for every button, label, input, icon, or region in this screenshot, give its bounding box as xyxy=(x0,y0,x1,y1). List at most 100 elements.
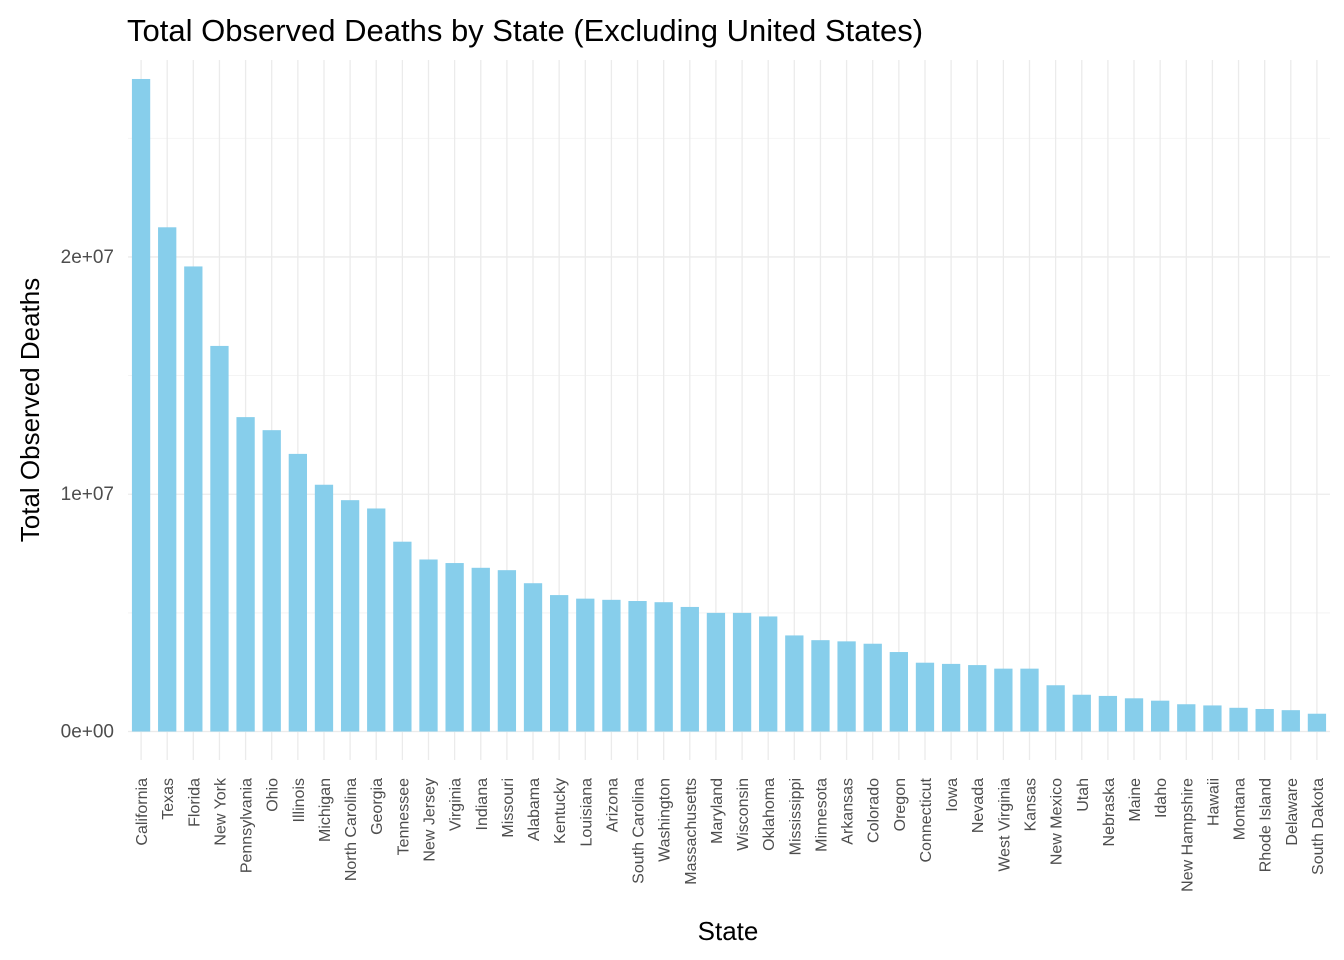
x-tick-label: Michigan xyxy=(317,778,334,842)
bar xyxy=(994,668,1013,732)
bar xyxy=(471,567,490,732)
bar xyxy=(732,612,752,732)
bar xyxy=(576,598,595,732)
x-tick-label: Iowa xyxy=(944,778,961,812)
bar xyxy=(1098,695,1118,732)
x-tick-label: Ohio xyxy=(265,778,282,812)
x-tick-label: Mississippi xyxy=(787,778,804,855)
bar xyxy=(602,599,621,732)
bar xyxy=(497,570,517,732)
x-tick-label: South Carolina xyxy=(631,778,648,884)
x-tick-label: Maine xyxy=(1127,778,1144,822)
bar xyxy=(1177,704,1196,732)
bar xyxy=(340,500,360,732)
bar xyxy=(915,662,935,732)
bar xyxy=(680,606,699,732)
x-tick-label: West Virginia xyxy=(996,778,1013,872)
x-tick-label: Virginia xyxy=(448,778,465,831)
bar xyxy=(445,563,464,732)
bar xyxy=(262,430,281,732)
x-tick-label: Washington xyxy=(657,778,674,862)
grid-lines xyxy=(128,60,1330,760)
bar xyxy=(1255,708,1274,732)
x-tick-label: Oregon xyxy=(892,778,909,831)
bars xyxy=(131,78,1327,732)
y-tick-label: 0e+00 xyxy=(61,722,114,743)
bar xyxy=(811,640,830,732)
x-tick-label: Minnesota xyxy=(813,778,830,852)
x-tick-label: Connecticut xyxy=(918,777,935,862)
bar xyxy=(288,453,307,732)
x-tick-label: Hawaii xyxy=(1205,778,1222,826)
bar xyxy=(863,643,882,732)
bar xyxy=(941,663,961,732)
x-tick-label: Montana xyxy=(1232,778,1249,840)
x-tick-label: Oklahoma xyxy=(761,778,778,851)
x-tick-label: Missouri xyxy=(500,778,517,838)
bar xyxy=(236,417,255,732)
bar xyxy=(1307,713,1327,732)
bar xyxy=(654,602,673,732)
x-tick-label: South Dakota xyxy=(1310,778,1327,875)
x-axis-ticks: California Texas Florida New York Pennsylvan… xyxy=(134,777,1327,892)
x-tick-label: Kentucky xyxy=(552,778,569,844)
x-tick-label: Florida xyxy=(186,778,203,827)
x-tick-label: Idaho xyxy=(1153,778,1170,818)
bar xyxy=(837,641,856,732)
x-tick-label: North Carolina xyxy=(343,778,360,881)
bar xyxy=(1046,685,1065,732)
bar xyxy=(1281,710,1300,732)
bar xyxy=(131,78,151,732)
bar xyxy=(785,635,804,732)
bar xyxy=(628,601,647,732)
bar xyxy=(889,652,908,732)
bar xyxy=(1203,705,1222,732)
bar xyxy=(550,595,569,732)
x-tick-label: Illinois xyxy=(291,778,308,822)
x-tick-label: Utah xyxy=(1075,778,1092,812)
y-axis-title: Total Observed Deaths xyxy=(15,278,45,542)
x-tick-label: Arkansas xyxy=(840,778,857,845)
y-tick-label: 1e+07 xyxy=(61,484,114,505)
x-tick-label: Indiana xyxy=(474,778,491,831)
bar xyxy=(1229,707,1248,732)
bar xyxy=(706,612,726,732)
x-tick-label: Arizona xyxy=(604,778,621,832)
x-tick-label: Pennsylvania xyxy=(239,778,256,873)
bar xyxy=(184,266,203,732)
bar xyxy=(314,484,334,732)
x-tick-label: Maryland xyxy=(709,778,726,844)
x-tick-label: New Mexico xyxy=(1049,778,1066,865)
bar xyxy=(968,665,987,732)
x-tick-label: Texas xyxy=(160,778,177,820)
chart-title: Total Observed Deaths by State (Excludin… xyxy=(127,13,923,48)
y-tick-label: 2e+07 xyxy=(61,247,114,268)
x-tick-label: Georgia xyxy=(369,778,386,835)
bar xyxy=(1072,694,1091,732)
bar xyxy=(158,227,177,732)
bar xyxy=(1124,698,1144,732)
bar xyxy=(523,583,543,732)
x-tick-label: New York xyxy=(212,777,229,846)
x-tick-label: Tennessee xyxy=(395,778,412,855)
y-axis-ticks: 0e+00 1e+07 2e+07 xyxy=(61,247,114,743)
x-tick-label: Nevada xyxy=(970,778,987,833)
bar xyxy=(1151,700,1170,732)
bar xyxy=(1020,668,1039,732)
x-tick-label: California xyxy=(134,778,151,846)
x-tick-label: New Hampshire xyxy=(1179,778,1196,892)
bar xyxy=(393,541,412,732)
x-tick-label: Colorado xyxy=(866,778,883,843)
bar xyxy=(759,616,778,732)
x-tick-label: Massachusetts xyxy=(683,778,700,885)
x-tick-label: Nebraska xyxy=(1101,778,1118,847)
bar xyxy=(419,559,438,732)
bar xyxy=(210,345,229,732)
x-tick-label: Wisconsin xyxy=(735,778,752,851)
bar xyxy=(367,508,386,732)
x-tick-label: Louisiana xyxy=(578,778,595,847)
x-tick-label: Alabama xyxy=(526,778,543,841)
x-tick-label: Kansas xyxy=(1023,778,1040,831)
x-axis-title: State xyxy=(698,916,759,946)
